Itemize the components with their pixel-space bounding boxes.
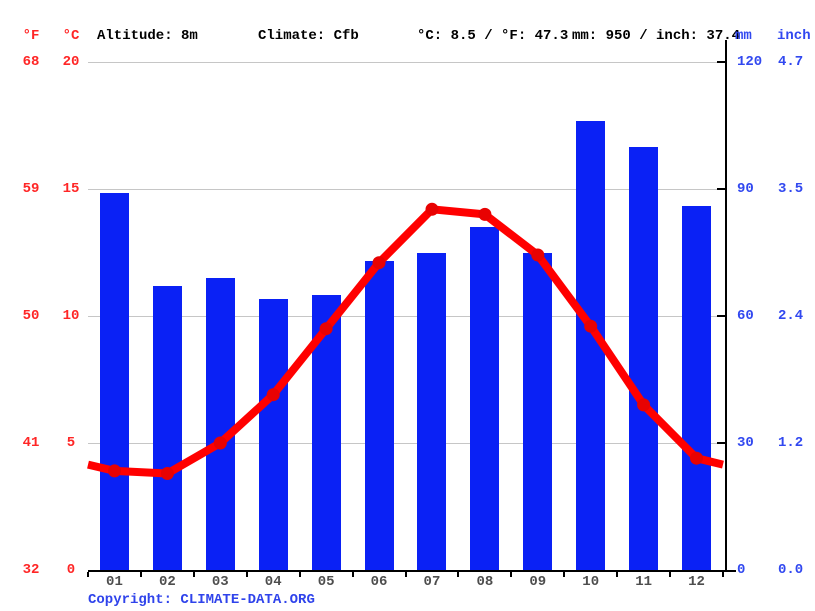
x-axis-tick-mark: [457, 572, 460, 577]
month-label-11: 11: [635, 574, 653, 590]
temperature-point-08: [478, 207, 492, 221]
precip-bar-03: [205, 277, 235, 570]
precip-bar-11: [629, 146, 659, 570]
copyright: Copyright: CLIMATE-DATA.ORG: [88, 592, 315, 608]
right-axis-tick-mark: [717, 315, 725, 317]
month-label-07: 07: [423, 574, 441, 590]
temperature-point-07: [425, 202, 439, 216]
temperature-point-06: [372, 256, 386, 270]
celsius-unit-label: °C: [62, 28, 80, 44]
x-axis-tick-mark: [87, 572, 89, 577]
precip-bar-04: [258, 299, 288, 570]
right-axis-tick-inch: 3.5: [778, 181, 804, 197]
temperature-point-11: [637, 398, 651, 412]
gridline: [88, 315, 725, 317]
right-axis-tick-inch: 2.4: [778, 308, 804, 324]
temperature-point-04: [266, 388, 280, 402]
left-axis-tick-f: 32: [22, 562, 40, 578]
left-axis-tick-c: 20: [62, 54, 80, 70]
temperature-point-09: [531, 248, 545, 262]
month-label-08: 08: [476, 574, 494, 590]
left-axis-tick-f: 50: [22, 308, 40, 324]
x-axis-tick-mark: [510, 572, 513, 577]
month-label-09: 09: [529, 574, 547, 590]
precip-bar-07: [417, 252, 447, 570]
total-precip-label: mm: 950 / inch: 37.4: [572, 28, 741, 44]
x-axis-tick-mark: [669, 572, 672, 577]
left-axis-tick-c: 10: [62, 308, 80, 324]
left-axis-tick-c: 5: [66, 435, 76, 451]
right-axis-tick-inch: 1.2: [778, 435, 804, 451]
precip-bar-01: [99, 193, 129, 570]
left-axis-tick-c: 0: [66, 562, 76, 578]
temperature-point-03: [213, 436, 227, 450]
copyright-link[interactable]: CLIMATE-DATA.ORG: [180, 592, 315, 608]
left-axis-tick-c: 15: [62, 181, 80, 197]
precip-bar-02: [152, 286, 182, 570]
month-label-04: 04: [264, 574, 282, 590]
mm-unit-label: mm: [735, 28, 752, 44]
precip-bar-12: [682, 205, 712, 570]
temperature-line: [87, 205, 724, 478]
x-axis-line: [88, 570, 727, 572]
right-axis-end-tick: [727, 570, 736, 572]
avg-temperature-label: °C: 8.5 / °F: 47.3: [417, 28, 569, 44]
x-axis-tick-mark: [351, 572, 354, 577]
month-label-02: 02: [158, 574, 176, 590]
precip-bar-06: [364, 260, 394, 570]
temperature-point-01: [108, 464, 121, 478]
precip-bar-08: [470, 227, 500, 570]
x-axis-tick-mark: [616, 572, 619, 577]
x-axis-tick-mark: [139, 572, 142, 577]
left-axis-tick-f: 59: [22, 181, 40, 197]
x-axis-tick-mark: [192, 572, 195, 577]
climate-class-label: Climate: Cfb: [258, 28, 359, 44]
month-label-05: 05: [317, 574, 335, 590]
right-axis-tick-mm: 60: [737, 308, 754, 324]
right-axis-tick-mark: [717, 442, 725, 444]
right-axis-tick-mark: [717, 61, 725, 63]
inch-unit-label: inch: [777, 28, 811, 44]
month-label-01: 01: [106, 574, 123, 590]
altitude-label: Altitude: 8m: [97, 28, 198, 44]
right-axis-tick-mm: 120: [737, 54, 763, 70]
temperature-point-02: [160, 467, 174, 480]
fahrenheit-unit-label: °F: [22, 28, 40, 44]
left-axis-tick-f: 41: [22, 435, 40, 451]
copyright-label: Copyright:: [88, 592, 181, 608]
right-axis-tick-inch: 4.7: [778, 54, 804, 70]
gridline: [88, 61, 725, 63]
month-label-03: 03: [211, 574, 229, 590]
temperature-point-10: [584, 319, 598, 333]
precip-bar-09: [523, 252, 553, 570]
left-axis-tick-f: 68: [22, 54, 40, 70]
temperature-point-12: [690, 451, 703, 465]
gridline: [88, 188, 725, 190]
right-axis-tick-mm: 0: [737, 562, 746, 578]
right-axis-tick-mark: [717, 188, 725, 190]
month-label-06: 06: [370, 574, 388, 590]
month-label-10: 10: [582, 574, 600, 590]
gridline: [88, 442, 725, 444]
right-axis-tick-mm: 30: [737, 435, 754, 451]
month-label-12: 12: [688, 574, 705, 590]
x-axis-tick-mark: [245, 572, 248, 577]
right-axis-line: [725, 40, 727, 572]
x-axis-tick-mark: [722, 572, 724, 577]
x-axis-tick-mark: [298, 572, 301, 577]
x-axis-tick-mark: [563, 572, 566, 577]
right-axis-tick-inch: 0.0: [778, 562, 804, 578]
right-axis-tick-mm: 90: [737, 181, 754, 197]
x-axis-tick-mark: [404, 572, 407, 577]
temperature-point-05: [319, 322, 333, 336]
